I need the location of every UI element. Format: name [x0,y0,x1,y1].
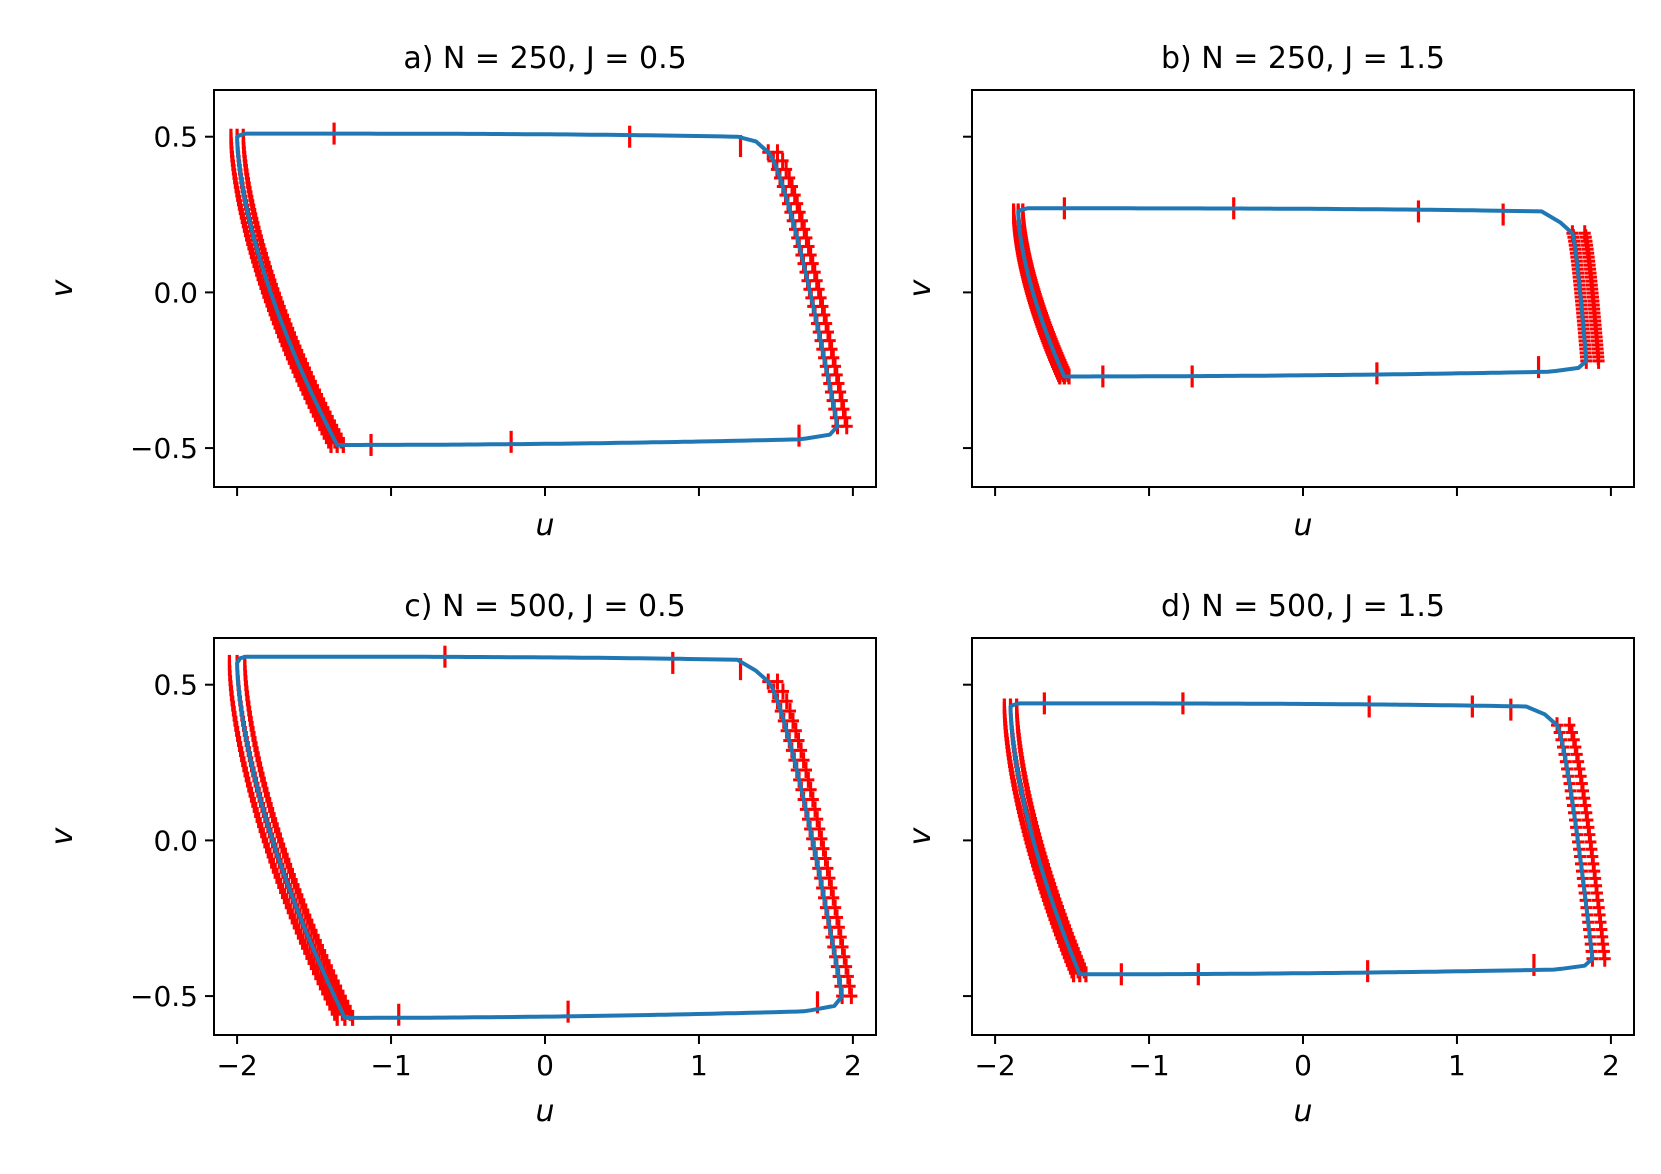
limit-cycle-curve [235,131,840,447]
y-tick-label-2: 0.5 [153,121,198,154]
limit-cycle-curve [235,654,845,1020]
y-tick-label-2: 0.5 [153,669,198,702]
panel-d: −2 −1 0 1 2 d) N = 500, J = 1.5 u v [903,589,1635,1129]
panel-title: b) N = 250, J = 1.5 [1161,41,1445,76]
x-tick-label-4: 2 [1602,1049,1620,1082]
y-tick-label-1: 0.0 [153,824,198,857]
plot-area [227,645,858,1026]
x-axis-label: u [1293,508,1312,543]
y-tick-label-0: −0.5 [130,980,198,1013]
x-tick-label-1: −1 [1128,1049,1169,1082]
x-tick-label-2: 0 [536,1049,554,1082]
plot-area [1011,197,1605,388]
limit-cycle-curve [1008,701,1595,977]
x-tick-label-4: 2 [844,1049,862,1082]
x-axis-label: u [535,508,554,543]
panel-title: a) N = 250, J = 0.5 [403,41,686,76]
y-axis-label: v [903,826,938,845]
x-axis-label: u [535,1094,554,1129]
x-tick-label-1: −1 [370,1049,411,1082]
y-tick-label-0: −0.5 [130,432,198,465]
y-axis-label: v [45,826,80,845]
y-axis-label: v [903,278,938,297]
panel-b: b) N = 250, J = 1.5 u v [903,41,1635,543]
y-tick-label-1: 0.0 [153,276,198,309]
plot-area [229,122,853,456]
plot-area [1002,692,1611,986]
panel-a: −0.5 0.0 0.5 a) N = 250, J = 0.5 u v [45,41,877,543]
x-tick-label-0: −2 [216,1049,257,1082]
limit-cycle-curve [1016,206,1589,379]
x-tick-label-3: 1 [690,1049,708,1082]
axes-frame [971,89,1635,488]
x-tick-label-2: 0 [1294,1049,1312,1082]
panel-title: c) N = 500, J = 0.5 [404,589,685,624]
panel-c: −2 −1 0 1 2 −0.5 0.0 0.5 c) N = 500, J = 0.5 u v [45,589,877,1129]
y-axis-label: v [45,278,80,297]
x-tick-label-0: −2 [974,1049,1015,1082]
x-axis-label: u [1293,1094,1312,1129]
x-tick-label-3: 1 [1448,1049,1466,1082]
panel-title: d) N = 500, J = 1.5 [1161,589,1445,624]
